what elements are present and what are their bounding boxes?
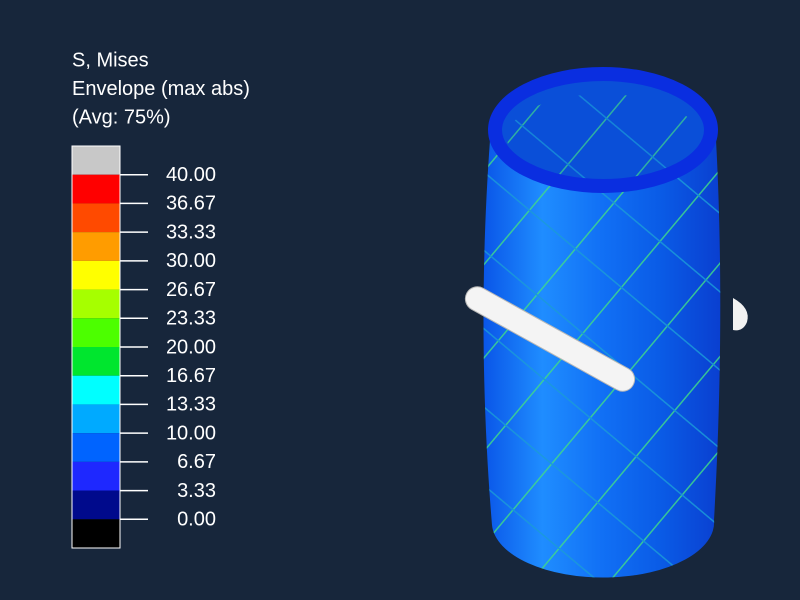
stent-model [464, 67, 748, 578]
tick-label: 10.00 [166, 422, 216, 444]
tick-label: 33.33 [166, 221, 216, 243]
legend-title: Envelope (max abs) [72, 78, 250, 100]
tick-label: 40.00 [166, 164, 216, 186]
color-band [72, 375, 120, 405]
color-band [72, 232, 120, 261]
stent-inner-struts [507, 94, 699, 182]
color-band [72, 519, 120, 548]
rod-end [733, 298, 748, 331]
tick-label: 16.67 [166, 365, 216, 387]
color-band [72, 490, 120, 520]
color-band [72, 347, 120, 376]
legend-title: (Avg: 75%) [72, 106, 171, 128]
color-band [72, 260, 120, 290]
stent-rim [488, 67, 718, 193]
rod [464, 286, 636, 392]
tick-label: 20.00 [166, 336, 216, 358]
tick-label: 0.00 [177, 509, 216, 531]
tick-label: 3.33 [177, 480, 216, 502]
tick-label: 23.33 [166, 308, 216, 330]
color-band [72, 289, 120, 319]
legend: S, Mises Envelope (max abs) (Avg: 75%) 40.0… [71, 49, 250, 549]
legend-title: S, Mises [72, 49, 149, 71]
color-band [72, 461, 120, 491]
color-band [72, 146, 120, 175]
tick-label: 26.67 [166, 279, 216, 301]
color-band [72, 318, 120, 347]
tick-label: 36.67 [166, 193, 216, 215]
tick-label: 13.33 [166, 394, 216, 416]
tick-label: 6.67 [177, 451, 216, 473]
color-band [72, 203, 120, 233]
tick-label: 30.00 [166, 250, 216, 272]
color-band [72, 174, 120, 204]
color-band [72, 404, 120, 434]
color-band [72, 433, 120, 462]
